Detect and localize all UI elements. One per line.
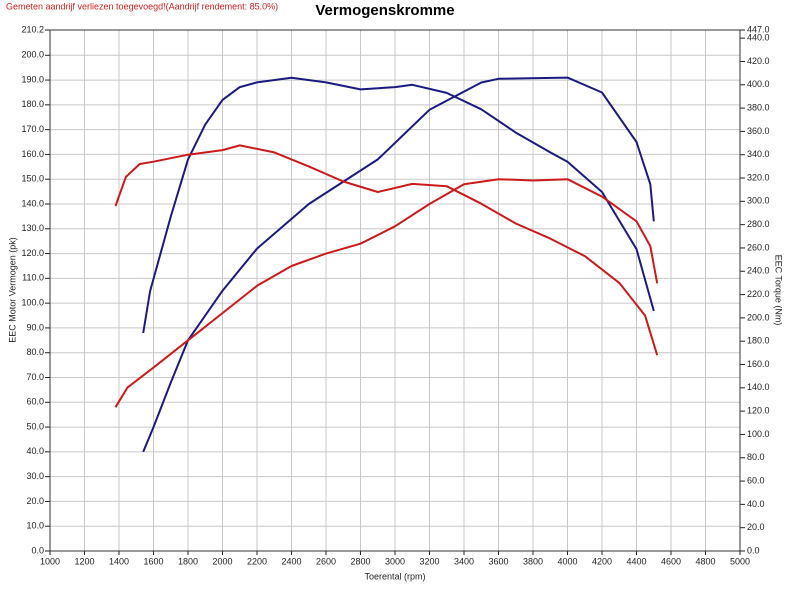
- y-tick-label: 70.0: [26, 372, 44, 382]
- y2-tick-label: 200.0: [747, 312, 770, 322]
- y-tick-label: 10.0: [26, 521, 44, 531]
- y-tick-label: 190.0: [21, 74, 44, 84]
- x-axis-label: Toerental (rpm): [364, 571, 425, 581]
- x-tick-label: 2400: [281, 556, 301, 566]
- y2-tick-label: 320.0: [747, 172, 770, 182]
- x-tick-label: 2000: [212, 556, 232, 566]
- y2-tick-label: 220.0: [747, 289, 770, 299]
- x-tick-label: 4400: [626, 556, 646, 566]
- x-tick-label: 3000: [385, 556, 405, 566]
- y-tick-label: 100.0: [21, 298, 44, 308]
- y2-tick-label: 20.0: [747, 522, 765, 532]
- y2-tick-label: 400.0: [747, 79, 770, 89]
- x-tick-label: 4600: [661, 556, 681, 566]
- curve: [114, 144, 659, 356]
- curve: [142, 76, 655, 453]
- plot-frame: [49, 29, 741, 552]
- x-tick-label: 3600: [488, 556, 508, 566]
- x-tick-label: 3400: [454, 556, 474, 566]
- x-tick-label: 2200: [247, 556, 267, 566]
- y2-axis-label: EEC Torque (Nm): [774, 255, 784, 326]
- y2-tick-label: 260.0: [747, 242, 770, 252]
- x-tick-label: 5000: [730, 556, 750, 566]
- y-tick-label: 90.0: [26, 322, 44, 332]
- x-tick-label: 4800: [695, 556, 715, 566]
- y2-tick-label: 160.0: [747, 359, 770, 369]
- y2-tick-label: 300.0: [747, 196, 770, 206]
- y-tick-label: 140.0: [21, 198, 44, 208]
- subtitle: Gemeten aandrijf verliezen toegevoegd!(A…: [6, 1, 278, 11]
- x-tick-label: 3200: [419, 556, 439, 566]
- y2-tick-label: 40.0: [747, 499, 765, 509]
- x-tick-label: 1200: [74, 556, 94, 566]
- curve: [142, 76, 655, 334]
- y2-tick-label: 440.0: [747, 33, 770, 43]
- y-tick-label: 60.0: [26, 397, 44, 407]
- y2-tick-label: 420.0: [747, 56, 770, 66]
- y-tick-label: 40.0: [26, 446, 44, 456]
- y2-tick-label: 240.0: [747, 266, 770, 276]
- y2-tick-label: 140.0: [747, 382, 770, 392]
- y-tick-label: 150.0: [21, 174, 44, 184]
- x-tick-label: 1000: [40, 556, 60, 566]
- y-tick-label: 180.0: [21, 99, 44, 109]
- y2-tick-label: 100.0: [747, 429, 770, 439]
- y2-tick-label: 80.0: [747, 452, 765, 462]
- x-tick-label: 4000: [557, 556, 577, 566]
- y-tick-label: 210.2: [21, 24, 44, 34]
- y-tick-label: 200.0: [21, 50, 44, 60]
- x-tick-label: 1400: [109, 556, 129, 566]
- y-tick-label: 110.0: [22, 273, 44, 283]
- x-tick-label: 2600: [316, 556, 336, 566]
- curve: [114, 178, 659, 408]
- y2-tick-label: 380.0: [747, 102, 770, 112]
- y2-tick-label: 280.0: [747, 219, 770, 229]
- y-tick-label: 20.0: [26, 496, 44, 506]
- y-tick-label: 80.0: [26, 347, 44, 357]
- y2-tick-label: 180.0: [747, 336, 770, 346]
- y-tick-label: 170.0: [21, 124, 44, 134]
- chart-title: Vermogenskromme: [315, 2, 454, 19]
- y2-tick-label: 340.0: [747, 149, 770, 159]
- y-tick-label: 50.0: [26, 421, 44, 431]
- y-tick-label: 160.0: [21, 149, 44, 159]
- x-tick-label: 1600: [143, 556, 163, 566]
- x-tick-label: 4200: [592, 556, 612, 566]
- y-axis-label: EEC Motor Vermogen (pk): [7, 237, 17, 343]
- y-tick-label: 30.0: [26, 471, 44, 481]
- y2-tick-label: 0.0: [747, 545, 760, 555]
- y-tick-label: 130.0: [21, 223, 44, 233]
- y2-tick-label: 120.0: [747, 406, 770, 416]
- y-tick-label: 120.0: [21, 248, 44, 258]
- x-tick-label: 2800: [350, 556, 370, 566]
- y2-tick-label: 60.0: [747, 475, 765, 485]
- y-tick-label: 0.0: [31, 545, 44, 555]
- x-tick-label: 3800: [523, 556, 543, 566]
- y2-tick-label: 447.0: [747, 24, 770, 34]
- x-tick-label: 1800: [178, 556, 198, 566]
- y2-tick-label: 360.0: [747, 126, 770, 136]
